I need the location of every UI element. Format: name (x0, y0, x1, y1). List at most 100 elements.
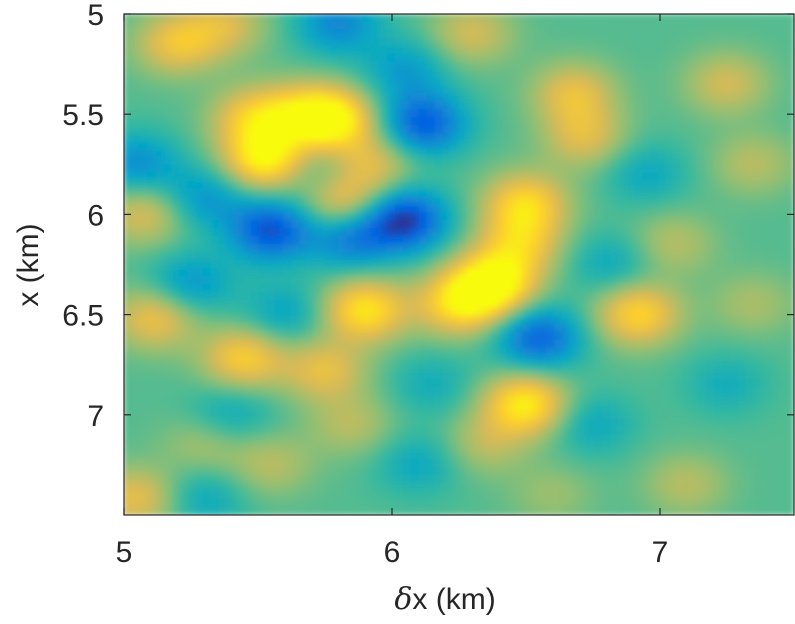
heatmap-cell (195, 93, 205, 102)
heatmap-cell (594, 267, 604, 277)
heatmap-cell (681, 387, 691, 397)
heatmap-cell (737, 45, 747, 55)
heatmap-cell (330, 100, 340, 110)
heatmap-cell (506, 283, 516, 293)
heatmap-cell (171, 299, 181, 309)
heatmap-cell (370, 434, 380, 444)
heatmap-cell (124, 61, 133, 71)
heatmap-cell (602, 299, 612, 309)
heatmap-cell (769, 140, 779, 150)
heatmap-cell (259, 124, 269, 134)
heatmap-cell (203, 29, 213, 39)
heatmap-cell (203, 148, 213, 158)
heatmap-cell (649, 100, 659, 110)
heatmap-cell (171, 427, 181, 436)
heatmap-cell (626, 395, 635, 405)
heatmap-cell (618, 363, 627, 373)
heatmap-cell (243, 395, 253, 405)
heatmap-cell (578, 307, 588, 317)
heatmap-cell (259, 315, 269, 325)
heatmap-cell (306, 275, 316, 285)
heatmap-cell (713, 434, 723, 444)
heatmap-cell (626, 363, 635, 373)
heatmap-cell (267, 387, 277, 397)
heatmap-cell (482, 427, 492, 436)
heatmap-cell (761, 228, 771, 238)
heatmap-cell (737, 299, 747, 309)
heatmap-cell (211, 220, 221, 230)
heatmap-cell (753, 323, 763, 333)
heatmap-cell (163, 427, 173, 436)
heatmap-cell (338, 69, 348, 79)
heatmap-cell (562, 275, 572, 285)
heatmap-cell (298, 347, 308, 357)
heatmap-cell (171, 442, 181, 452)
heatmap-cell (314, 323, 324, 333)
heatmap-cell (330, 331, 340, 341)
heatmap-cell (426, 299, 436, 309)
heatmap-cell (705, 315, 715, 325)
heatmap-cell (338, 204, 348, 214)
heatmap-cell (306, 236, 316, 246)
heatmap-cell (418, 69, 428, 79)
heatmap-cell (530, 260, 540, 269)
heatmap-cell (753, 387, 763, 397)
heatmap-cell (665, 331, 675, 341)
heatmap-cell (195, 283, 205, 293)
heatmap-cell (466, 458, 476, 468)
heatmap-cell (330, 371, 340, 381)
heatmap-cell (657, 450, 667, 460)
heatmap-cell (195, 339, 205, 349)
heatmap-cell (705, 93, 715, 102)
heatmap-cell (346, 442, 356, 452)
heatmap-cell (522, 347, 532, 357)
heatmap-cell (506, 291, 516, 301)
heatmap-cell (450, 132, 460, 142)
heatmap-cell (195, 450, 205, 460)
heatmap-cell (498, 371, 508, 381)
heatmap-cell (179, 299, 189, 309)
heatmap-cell (235, 132, 245, 142)
heatmap-cell (275, 77, 285, 87)
heatmap-cell (538, 371, 548, 381)
heatmap-cell (163, 21, 173, 31)
heatmap-cell (689, 411, 699, 421)
heatmap-cell (562, 61, 572, 71)
heatmap-cell (147, 156, 157, 166)
heatmap-cell (251, 220, 261, 230)
heatmap-cell (450, 371, 460, 381)
heatmap-cell (482, 283, 492, 293)
heatmap-cell (458, 450, 468, 460)
heatmap-cell (562, 164, 572, 174)
heatmap-cell (705, 395, 715, 405)
heatmap-cell (753, 108, 763, 118)
heatmap-cell (259, 466, 269, 476)
heatmap-cell (626, 204, 635, 214)
heatmap-cell (354, 363, 364, 373)
heatmap-cell (458, 252, 468, 262)
heatmap-cell (618, 85, 627, 95)
heatmap-cell (378, 355, 388, 365)
heatmap-cell (626, 379, 635, 389)
heatmap-cell (179, 196, 189, 206)
heatmap-cell (737, 260, 747, 269)
heatmap-cell (147, 244, 157, 254)
heatmap-cell (626, 140, 635, 150)
heatmap-cell (306, 204, 316, 214)
heatmap-cell (474, 29, 484, 39)
heatmap-cell (522, 212, 532, 222)
heatmap-cell (195, 61, 205, 71)
heatmap-cell (586, 100, 596, 110)
heatmap-cell (729, 140, 739, 150)
heatmap-cell (442, 411, 452, 421)
heatmap-cell (426, 212, 436, 222)
heatmap-cell (689, 53, 699, 63)
heatmap-cell (721, 108, 731, 118)
heatmap-cell (681, 331, 691, 341)
heatmap-cell (124, 347, 133, 357)
heatmap-cell (745, 474, 755, 484)
heatmap-cell (227, 21, 237, 31)
heatmap-cell (649, 156, 659, 166)
heatmap-cell (418, 307, 428, 317)
heatmap-cell (155, 275, 165, 285)
